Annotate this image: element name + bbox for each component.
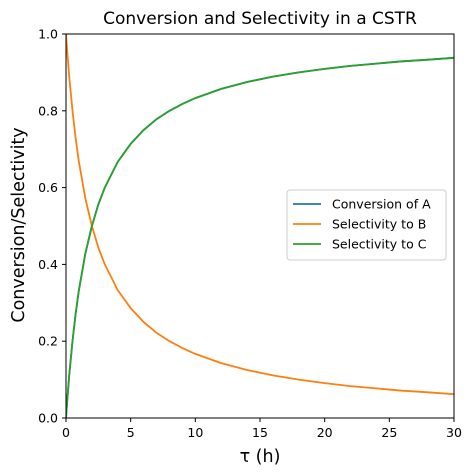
plot-area — [66, 34, 454, 418]
y-tick-label: 1.0 — [38, 27, 58, 42]
x-tick-label: 15 — [252, 425, 268, 440]
legend-label: Selectivity to B — [332, 217, 426, 232]
x-tick-label: 5 — [127, 425, 135, 440]
axes: 0 5 10 15 20 25 30 0.0 0.2 0.4 0.6 0.8 1.0 — [38, 27, 462, 441]
legend-box — [286, 189, 447, 261]
x-tick-label: 25 — [381, 425, 397, 440]
x-tick-label: 30 — [446, 425, 462, 440]
y-tick-label: 0.4 — [38, 257, 58, 272]
x-tick-label: 20 — [317, 425, 333, 440]
y-tick-label: 0.2 — [38, 334, 58, 349]
legend-label: Conversion of A — [332, 197, 431, 212]
y-tick-label: 0.0 — [38, 411, 58, 426]
x-tick-label: 10 — [187, 425, 203, 440]
chart-title: Conversion and Selectivity in a CSTR — [103, 9, 417, 29]
y-tick-label: 0.6 — [38, 180, 58, 195]
y-axis-title: Conversion/Selectivity — [9, 127, 29, 322]
series-line-2 — [66, 34, 454, 396]
series-line-3 — [66, 56, 454, 418]
legend: Conversion of A Selectivity to B Selectivi… — [286, 189, 447, 261]
legend-label: Selectivity to C — [332, 237, 427, 252]
x-tick-label: 0 — [62, 425, 70, 440]
x-axis-title: τ (h) — [240, 447, 281, 467]
y-tick-label: 0.8 — [38, 103, 58, 118]
